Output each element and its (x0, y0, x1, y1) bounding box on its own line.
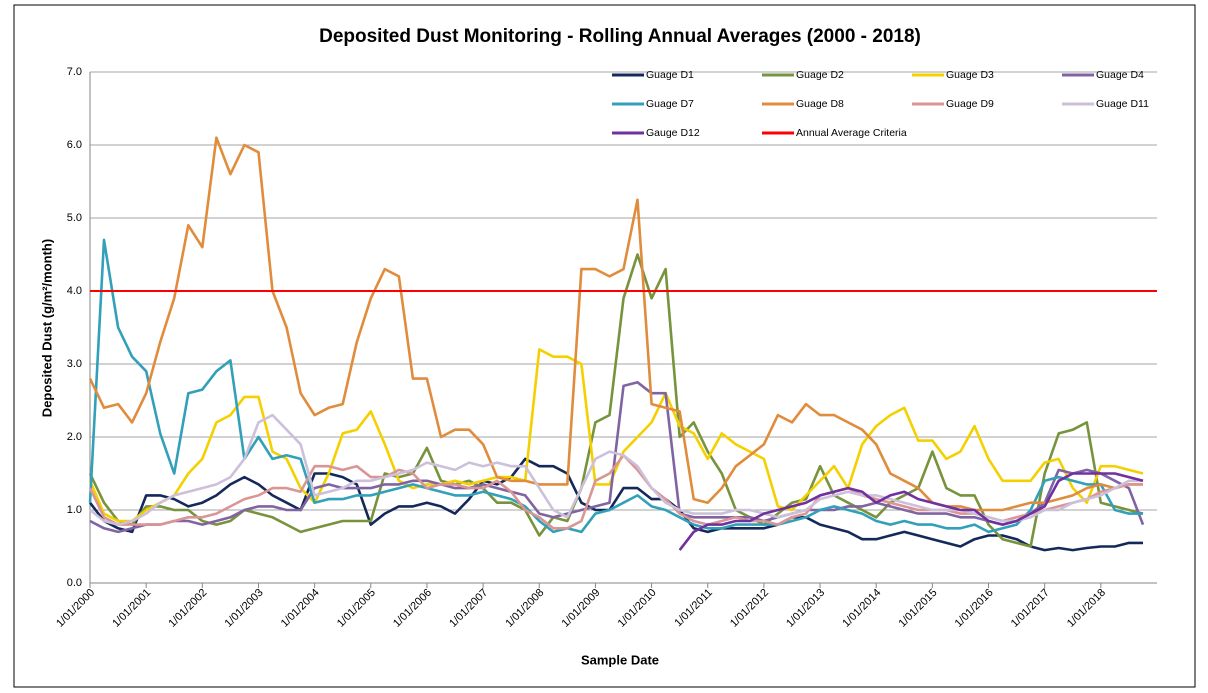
legend-label: Guage D4 (1096, 69, 1144, 81)
series-line (89, 413, 1143, 526)
chart-title: Deposited Dust Monitoring - Rolling Annu… (319, 26, 921, 47)
y-tick-label: 4.0 (67, 285, 82, 297)
series-line (89, 381, 1145, 534)
plot-lines (88, 136, 1157, 552)
y-tick-label: 0.0 (67, 577, 82, 589)
legend-label: Guage D11 (1096, 98, 1149, 110)
y-tick-label: 7.0 (67, 66, 82, 78)
y-tick-label: 2.0 (67, 431, 82, 443)
legend-label: Gauge D12 (646, 127, 700, 139)
y-tick-label: 6.0 (67, 139, 82, 151)
legend-label: Guage D1 (646, 69, 694, 81)
y-tick-label: 3.0 (67, 358, 82, 370)
series-line (88, 238, 1143, 534)
chart-border (13, 4, 1196, 688)
series-line (88, 136, 1143, 512)
y-tick-label: 5.0 (67, 212, 82, 224)
series-line (678, 472, 1144, 551)
legend: Guage D1 Guage D2 Guage D3 Guage D4 Guage D7… (612, 69, 1149, 139)
legend-label: Guage D9 (946, 98, 994, 110)
series-line (88, 457, 1143, 552)
legend-label: Guage D7 (646, 98, 694, 110)
legend-label: Guage D8 (796, 98, 844, 110)
y-axis-label: Deposited Dust (g/m²/month) (39, 239, 54, 417)
series-line (88, 348, 1144, 523)
legend-label: Guage D3 (946, 69, 994, 81)
series-line (88, 454, 1143, 530)
x-axis-label: Sample Date (581, 652, 659, 667)
legend-label: Guage D2 (796, 69, 844, 81)
series-line (88, 253, 1144, 548)
legend-label: Annual Average Criteria (796, 127, 907, 139)
y-tick-label: 1.0 (67, 504, 82, 516)
